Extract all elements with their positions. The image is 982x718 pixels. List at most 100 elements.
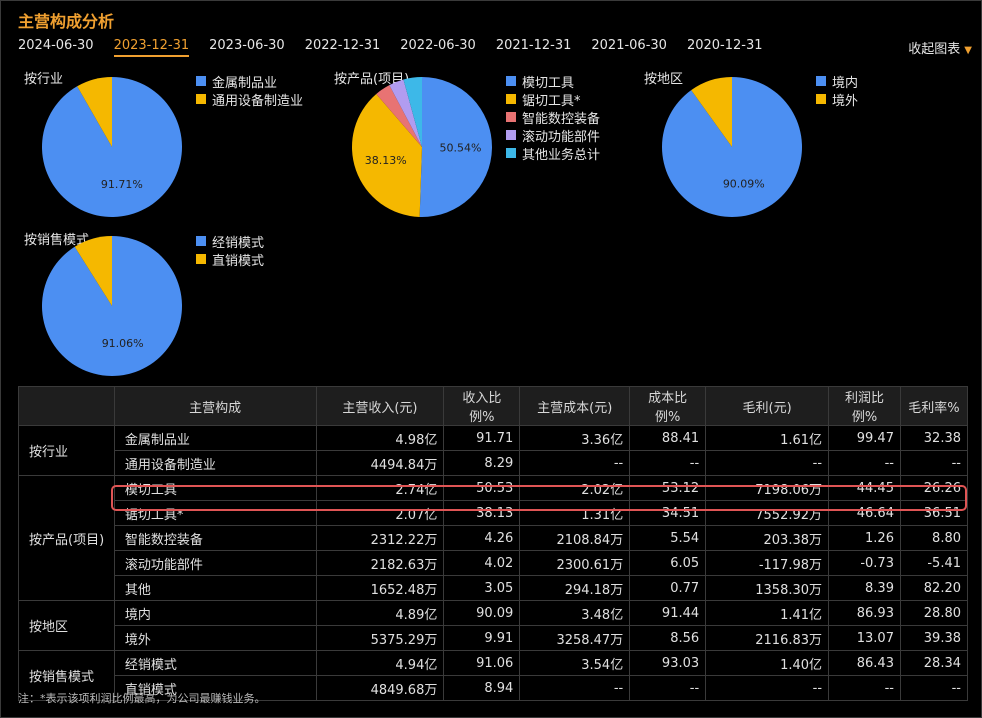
legend-item[interactable]: 经销模式 xyxy=(196,232,265,251)
pie-product-slice[interactable] xyxy=(403,77,422,147)
tab-2024-06-30[interactable]: 2024-06-30 xyxy=(18,38,94,53)
column-header[interactable]: 收入比例% xyxy=(443,386,521,426)
pie-product-slice[interactable] xyxy=(376,85,422,147)
pie-region-title: 按地区 xyxy=(644,72,684,87)
legend-label: 锯切工具* xyxy=(522,93,581,109)
table-cell: -- xyxy=(519,675,631,701)
table-row: 直销模式 4849.68万 8.94 -- -- -- -- -- xyxy=(19,675,969,701)
pie-region-slice[interactable] xyxy=(691,77,732,147)
column-header[interactable]: 成本比例% xyxy=(629,386,707,426)
tab-2022-06-30[interactable]: 2022-06-30 xyxy=(400,38,476,53)
table-cell: -117.98万 xyxy=(705,550,830,576)
table-cell: 36.51 xyxy=(899,500,969,526)
pie-product: 50.54% 38.13% xyxy=(352,77,492,217)
legend-swatch xyxy=(196,254,206,264)
column-header[interactable]: 毛利(元) xyxy=(705,386,830,426)
table-cell: -5.41 xyxy=(899,550,969,576)
table-cell: -- xyxy=(629,450,707,476)
column-header[interactable]: 主营构成 xyxy=(113,386,317,426)
table-cell: 2312.22万 xyxy=(315,525,445,551)
legend-swatch xyxy=(506,94,516,104)
tab-2020-12-31[interactable]: 2020-12-31 xyxy=(686,38,763,53)
pie-industry-slice[interactable] xyxy=(42,77,182,218)
row-category: 通用设备制造业 xyxy=(113,450,317,476)
table-cell: 91.71 xyxy=(443,425,521,451)
table-cell: 2.02亿 xyxy=(519,475,631,501)
pie-industry-legend: 金属制品业 通用设备制造业 xyxy=(196,72,303,109)
pie-product-slice[interactable] xyxy=(352,94,422,217)
table-row: 锯切工具* 2.07亿 38.13 1.31亿 34.51 7552.92万 46.64 36… xyxy=(19,500,969,526)
group-label: 按地区 xyxy=(18,600,115,651)
table-cell: 0.77 xyxy=(629,575,707,601)
collapse-charts-button[interactable]: 收起图表 ▼ xyxy=(908,38,972,57)
legend-item[interactable]: 境内 xyxy=(816,72,859,91)
table-cell: 44.45 xyxy=(828,475,901,501)
legend-item[interactable]: 滚动功能部件 xyxy=(506,126,601,145)
legend-label: 其他业务总计 xyxy=(522,147,601,163)
pie-sales-label: 91.06% xyxy=(102,337,144,350)
pie-sales-slice[interactable] xyxy=(74,236,112,306)
legend-label: 境外 xyxy=(832,93,859,109)
table-cell: 3.48亿 xyxy=(519,600,631,626)
column-header[interactable]: 主营成本(元) xyxy=(519,386,631,426)
table-cell: 91.06 xyxy=(443,650,521,676)
column-header[interactable]: 毛利率% xyxy=(899,386,969,426)
table-cell: -- xyxy=(828,450,901,476)
row-category: 其他 xyxy=(113,575,317,601)
legend-label: 直销模式 xyxy=(212,253,265,269)
table-cell: 294.18万 xyxy=(519,575,631,601)
legend-label: 滚动功能部件 xyxy=(522,129,601,145)
table-cell: -- xyxy=(899,450,969,476)
legend-item[interactable]: 锯切工具* xyxy=(506,90,600,109)
column-header[interactable]: 利润比例% xyxy=(828,386,901,426)
legend-swatch xyxy=(506,112,516,122)
legend-item[interactable]: 通用设备制造业 xyxy=(196,90,303,109)
legend-item[interactable]: 模切工具 xyxy=(506,72,600,91)
pie-product-slice[interactable] xyxy=(389,79,422,147)
row-category: 滚动功能部件 xyxy=(113,550,317,576)
pie-product-slice[interactable] xyxy=(419,77,492,217)
period-tabs: 2024-06-30 2023-12-31 2023-06-30 2022-12… xyxy=(18,38,783,57)
table-cell: 1358.30万 xyxy=(705,575,830,601)
table-cell: 9.91 xyxy=(443,625,521,651)
legend-item[interactable]: 境外 xyxy=(816,90,859,109)
table-cell: 88.41 xyxy=(629,425,707,451)
pie-industry-slice[interactable] xyxy=(77,77,112,147)
table-cell: 3.05 xyxy=(443,575,521,601)
tab-2021-12-31[interactable]: 2021-12-31 xyxy=(495,38,572,53)
legend-item[interactable]: 直销模式 xyxy=(196,250,265,269)
table-row: 通用设备制造业 4494.84万 8.29 -- -- -- -- -- xyxy=(19,450,969,476)
table-row: 智能数控装备 2312.22万 4.26 2108.84万 5.54 203.38万 1.2… xyxy=(19,525,969,551)
column-header[interactable]: 主营收入(元) xyxy=(315,386,445,426)
group-label: 按行业 xyxy=(18,425,115,476)
table-cell: -- xyxy=(629,675,707,701)
pie-product-legend: 模切工具锯切工具* 智能数控装备滚动功能部件 其他业务总计 xyxy=(506,72,601,163)
table-cell: 28.80 xyxy=(899,600,969,626)
table-cell: 86.93 xyxy=(828,600,901,626)
legend-item[interactable]: 智能数控装备 xyxy=(506,108,600,127)
pie-product-label: 38.13% xyxy=(365,154,407,167)
table-cell: 4849.68万 xyxy=(315,675,445,701)
legend-label: 模切工具 xyxy=(522,75,575,91)
tab-2022-12-31[interactable]: 2022-12-31 xyxy=(304,38,381,53)
table-cell: 1.61亿 xyxy=(705,425,830,451)
tab-2021-06-30[interactable]: 2021-06-30 xyxy=(591,38,667,53)
tab-2023-12-31[interactable]: 2023-12-31 xyxy=(113,38,190,57)
table-row: 滚动功能部件 2182.63万 4.02 2300.61万 6.05 -117.98万 -0… xyxy=(19,550,969,576)
legend-swatch xyxy=(816,94,826,104)
legend-label: 经销模式 xyxy=(212,235,265,251)
tab-2023-06-30[interactable]: 2023-06-30 xyxy=(209,38,285,53)
table-cell: 4.94亿 xyxy=(315,650,445,676)
legend-item[interactable]: 其他业务总计 xyxy=(506,144,601,163)
legend-item[interactable]: 金属制品业 xyxy=(196,72,303,91)
table-cell: 1.31亿 xyxy=(519,500,631,526)
row-category: 经销模式 xyxy=(113,650,317,676)
pie-region-label: 90.09% xyxy=(723,178,765,191)
pie-sales-slice[interactable] xyxy=(41,236,182,376)
table-cell: 4.89亿 xyxy=(315,600,445,626)
table-cell: 2300.61万 xyxy=(519,550,631,576)
legend-swatch xyxy=(196,76,206,86)
table-cell: -0.73 xyxy=(828,550,901,576)
table-cell: 46.64 xyxy=(828,500,901,526)
legend-label: 境内 xyxy=(832,75,859,91)
